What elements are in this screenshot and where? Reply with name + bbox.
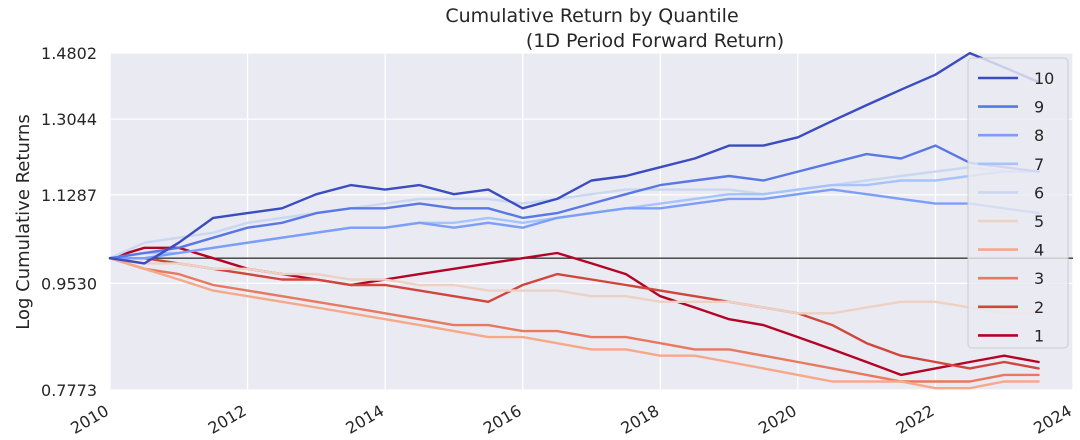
series-line-5 (108, 257, 1040, 315)
y-tick-label: 0.7773 (41, 381, 97, 400)
y-tick-label: 1.4802 (41, 44, 97, 63)
x-tick-label: 2012 (205, 401, 250, 438)
legend-item-8: 8 (978, 126, 1044, 145)
legend-items: 10 9 8 7 6 5 4 3 2 1 (978, 69, 1054, 345)
y-tick-label: 1.3044 (41, 110, 97, 129)
series-lines (108, 51, 1040, 390)
plot-area (110, 53, 1073, 390)
legend-label: 2 (1034, 298, 1044, 317)
legend: 10 9 8 7 6 5 4 3 2 1 (967, 57, 1069, 349)
x-tick-label: 2018 (618, 401, 663, 438)
legend-item-10: 10 (978, 69, 1054, 88)
legend-box (967, 57, 1069, 349)
legend-label: 10 (1034, 69, 1054, 88)
x-tick-label: 2016 (480, 401, 525, 438)
series-line-9 (108, 144, 1040, 260)
y-axis-label: Log Cumulative Returns (13, 114, 34, 329)
series-line-4 (108, 257, 1040, 390)
legend-label: 8 (1034, 126, 1044, 145)
legend-item-4: 4 (978, 241, 1044, 260)
legend-item-6: 6 (978, 183, 1044, 202)
legend-label: 6 (1034, 183, 1044, 202)
y-tick-label: 0.9530 (41, 274, 97, 293)
legend-item-1: 1 (978, 326, 1044, 345)
legend-label: 9 (1034, 98, 1044, 117)
x-axis-ticks: 2010 2012 2014 2016 2018 2020 2022 2024 (67, 401, 1075, 438)
chart-subtitle: (1D Period Forward Return) (526, 30, 784, 52)
legend-label: 7 (1034, 155, 1044, 174)
x-tick-label: 2014 (342, 401, 387, 438)
series-line-10 (108, 51, 1040, 265)
series-line-3 (108, 257, 1040, 383)
legend-label: 5 (1034, 212, 1044, 231)
y-tick-label: 1.1287 (41, 186, 97, 205)
chart-title: Cumulative Return by Quantile (445, 5, 738, 27)
x-tick-label: 2010 (67, 401, 112, 438)
legend-item-9: 9 (978, 98, 1044, 117)
legend-label: 3 (1034, 269, 1044, 288)
legend-item-5: 5 (978, 212, 1044, 231)
series-line-8 (108, 188, 1040, 260)
legend-item-3: 3 (978, 269, 1044, 288)
legend-item-2: 2 (978, 298, 1044, 317)
legend-label: 4 (1034, 241, 1044, 260)
series-line-6 (108, 165, 1040, 260)
series-line-2 (108, 257, 1040, 370)
x-tick-label: 2022 (893, 401, 938, 438)
x-tick-label: 2024 (1030, 401, 1075, 438)
legend-label: 1 (1034, 326, 1044, 345)
y-axis-ticks: 1.4802 1.3044 1.1287 0.9530 0.7773 (41, 44, 97, 400)
x-tick-label: 2020 (755, 401, 800, 438)
legend-item-7: 7 (978, 155, 1044, 174)
